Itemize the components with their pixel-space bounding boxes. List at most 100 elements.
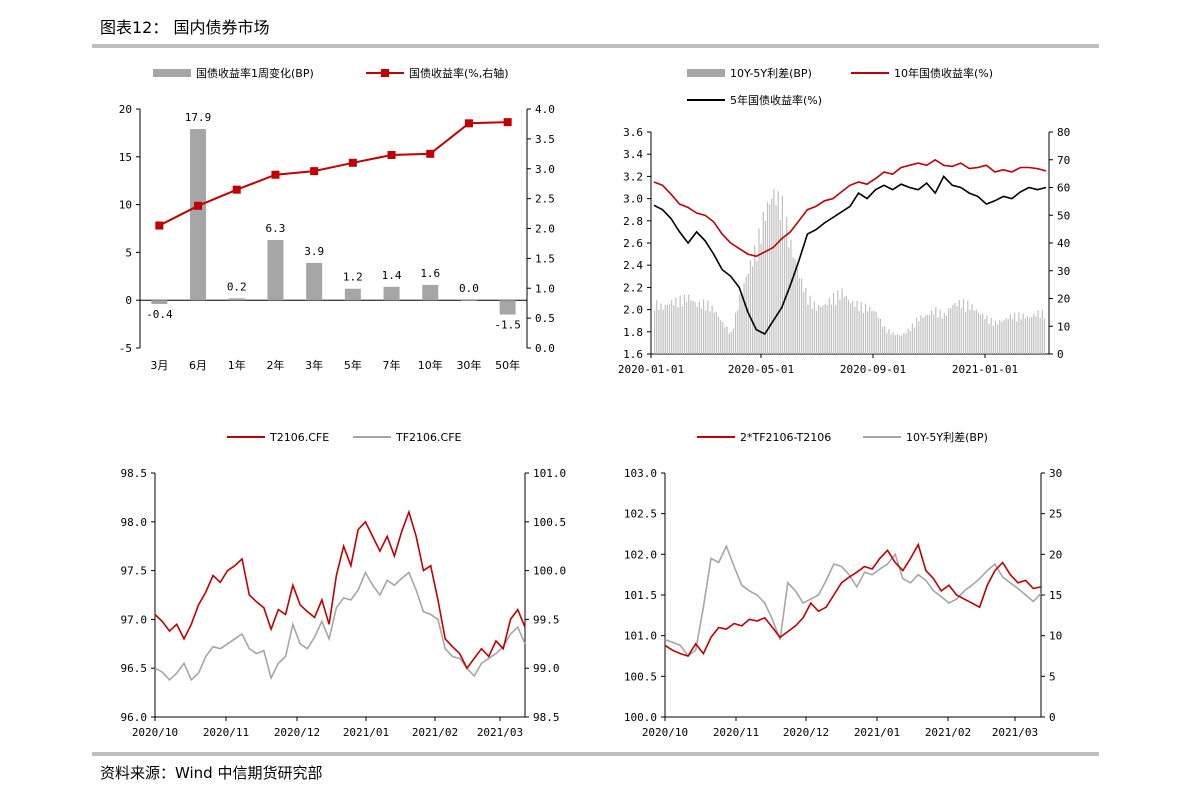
spread-bar bbox=[892, 332, 894, 354]
spread-bar bbox=[1024, 318, 1026, 354]
spread-bar bbox=[743, 283, 745, 354]
spread-bar bbox=[1037, 310, 1039, 354]
spread-bar bbox=[734, 312, 737, 354]
bar bbox=[151, 300, 168, 305]
y-tick-label-left: 100.0 bbox=[624, 711, 657, 724]
spread-bar bbox=[916, 318, 918, 354]
spread-bar bbox=[692, 300, 694, 354]
spread-bar bbox=[873, 310, 875, 354]
y-tick-label-right: 0.5 bbox=[535, 312, 555, 325]
y-tick-label-left: 20 bbox=[119, 103, 132, 116]
spread-bar bbox=[792, 257, 794, 354]
y-tick-label-left: 15 bbox=[119, 151, 132, 164]
spread-bar bbox=[956, 306, 958, 354]
spread-bar bbox=[1033, 313, 1035, 354]
source-note: 资料来源：Wind 中信期货研究部 bbox=[100, 764, 323, 782]
spread-bar bbox=[705, 310, 707, 354]
y-tick-label-right: 99.5 bbox=[533, 613, 560, 626]
spread-bar bbox=[1011, 318, 1014, 354]
x-tick-label: 5年 bbox=[344, 358, 362, 372]
x-tick-label: 2020-01-01 bbox=[618, 363, 684, 376]
spread-bar bbox=[822, 305, 824, 354]
bar-data-label: 0.2 bbox=[227, 280, 247, 293]
spread-bar bbox=[662, 309, 664, 354]
spread-bar bbox=[864, 303, 867, 354]
spread-bar bbox=[777, 191, 779, 354]
y-tick-label-left: 2.6 bbox=[623, 237, 643, 250]
spread-bar bbox=[775, 205, 777, 354]
spread-bar bbox=[937, 317, 939, 354]
spread-bar bbox=[969, 309, 971, 354]
spread-bar bbox=[909, 331, 911, 354]
spread-bar bbox=[1020, 319, 1022, 354]
spread-bar bbox=[796, 268, 798, 354]
spread-bar bbox=[749, 260, 752, 354]
x-tick-label: 2020-05-01 bbox=[728, 363, 794, 376]
y-tick-label-left: 97.0 bbox=[121, 613, 148, 626]
x-tick-label: 2020-09-01 bbox=[840, 363, 906, 376]
spread-bar bbox=[884, 326, 886, 354]
spread-bar bbox=[707, 300, 709, 354]
spread-bar bbox=[939, 309, 941, 354]
x-tick-label: 2020/10 bbox=[642, 726, 688, 739]
figure-title: 图表12： 国内债券市场 bbox=[100, 18, 270, 37]
spread-bar bbox=[694, 301, 696, 354]
spread-bar bbox=[815, 310, 818, 354]
y-tick-label-right: 2.5 bbox=[535, 193, 555, 206]
bar-data-label: 0.0 bbox=[459, 282, 479, 295]
spread-bar bbox=[762, 211, 764, 354]
spread-bar bbox=[977, 312, 980, 354]
y-tick-label-left: 3.6 bbox=[623, 126, 643, 139]
y-tick-label-left: 10 bbox=[119, 199, 132, 212]
spread-bar bbox=[671, 300, 673, 354]
spread-bar bbox=[862, 312, 864, 354]
spread-bar bbox=[677, 307, 679, 354]
y-tick-label-left: 3.2 bbox=[623, 170, 643, 183]
spread-bar bbox=[807, 304, 809, 354]
basis-line bbox=[664, 542, 1042, 657]
spread-bar bbox=[683, 294, 686, 354]
bar bbox=[190, 129, 207, 301]
x-tick-label: 7年 bbox=[383, 358, 401, 372]
y-tick-label-right: 98.5 bbox=[533, 711, 560, 724]
y-tick-label-right: 10 bbox=[1049, 630, 1062, 643]
y-tick-label-right: 100.5 bbox=[533, 516, 566, 529]
y-tick-label-right: 60 bbox=[1057, 182, 1070, 195]
legend-bar-swatch bbox=[153, 69, 191, 77]
spread-bar bbox=[1016, 321, 1018, 354]
spread-bar bbox=[896, 333, 899, 354]
y-tick-label-left: 101.0 bbox=[624, 630, 657, 643]
y-tick-label-left: 98.5 bbox=[121, 467, 148, 480]
spread-bar bbox=[1041, 309, 1043, 354]
spread-bar bbox=[899, 335, 901, 354]
y-tick-label-right: 20 bbox=[1057, 293, 1070, 306]
yield-point bbox=[310, 167, 319, 176]
y-tick-label-left: 2.8 bbox=[623, 215, 643, 228]
spread-bar bbox=[658, 309, 660, 354]
yield-5y-line bbox=[653, 175, 1047, 336]
spread-bar bbox=[920, 315, 922, 354]
spread-bar bbox=[905, 333, 907, 354]
x-tick-label: 2年 bbox=[266, 358, 284, 372]
bar bbox=[267, 239, 284, 301]
spread-bar bbox=[681, 306, 683, 354]
legend-5y-label: 5年国债收益率(%) bbox=[730, 93, 822, 107]
spread-bar bbox=[994, 320, 997, 354]
spread-bar bbox=[696, 306, 698, 354]
x-tick-label: 1年 bbox=[228, 358, 246, 372]
y-tick-label-left: 102.5 bbox=[624, 508, 657, 521]
y-tick-label-left: -5 bbox=[119, 342, 132, 355]
y-tick-label-right: 101.0 bbox=[533, 467, 566, 480]
spread-bar bbox=[703, 299, 705, 354]
spread-bar bbox=[973, 310, 975, 354]
spread-bar bbox=[950, 308, 952, 354]
spread-bar bbox=[869, 306, 871, 354]
spread-bar bbox=[879, 318, 882, 354]
spread-bar bbox=[758, 228, 760, 354]
spread-bar bbox=[803, 291, 805, 354]
spread-bar bbox=[858, 310, 860, 354]
spread-bar bbox=[664, 304, 666, 354]
y-tick-label-right: 99.0 bbox=[533, 662, 560, 675]
y-tick-label-right: 4.0 bbox=[535, 103, 555, 116]
spread-bar bbox=[1043, 318, 1046, 354]
